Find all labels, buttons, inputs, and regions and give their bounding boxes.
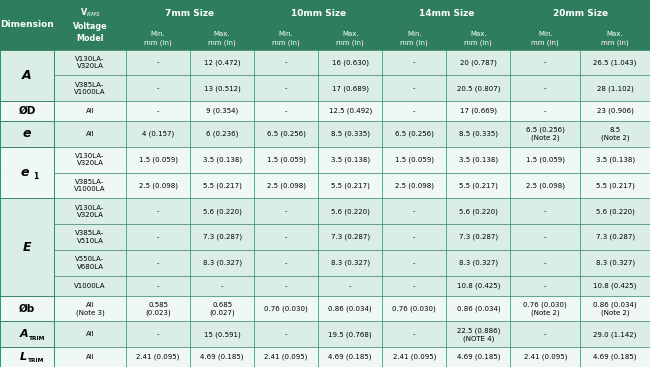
Text: L: L	[20, 352, 27, 362]
Text: -: -	[157, 85, 159, 91]
Bar	[580, 347, 650, 367]
Bar	[190, 250, 254, 276]
Text: 5.6 (0.220): 5.6 (0.220)	[331, 208, 370, 215]
Bar	[510, 121, 580, 147]
Text: -: -	[413, 234, 415, 240]
Bar	[0, 121, 54, 147]
Text: e: e	[23, 127, 31, 140]
Bar	[126, 0, 254, 28]
Bar	[382, 347, 447, 367]
Bar	[510, 28, 580, 50]
Bar	[382, 250, 447, 276]
Bar	[580, 295, 650, 321]
Bar	[0, 101, 54, 121]
Text: 16 (0.630): 16 (0.630)	[332, 59, 369, 66]
Bar	[254, 250, 318, 276]
Text: 6.5 (0.256): 6.5 (0.256)	[266, 131, 306, 137]
Text: 7.3 (0.287): 7.3 (0.287)	[595, 234, 634, 240]
Text: -: -	[544, 59, 547, 65]
Text: 8.3 (0.327): 8.3 (0.327)	[331, 260, 370, 266]
Text: -: -	[413, 59, 415, 65]
Text: 3.5 (0.138): 3.5 (0.138)	[203, 156, 242, 163]
Bar	[318, 321, 382, 347]
Text: 10mm Size: 10mm Size	[291, 9, 346, 18]
Text: V385LA-
V1000LA: V385LA- V1000LA	[74, 81, 106, 95]
Text: Min.
mm (in): Min. mm (in)	[532, 32, 559, 46]
Text: 20mm Size: 20mm Size	[552, 9, 608, 18]
Bar	[254, 0, 382, 28]
Text: V1000LA: V1000LA	[74, 283, 106, 289]
Bar	[0, 295, 54, 321]
Bar	[318, 347, 382, 367]
Text: 2.41 (0.095): 2.41 (0.095)	[524, 354, 567, 360]
Bar	[382, 199, 447, 224]
Text: 14mm Size: 14mm Size	[419, 9, 474, 18]
Bar	[190, 147, 254, 172]
Text: 4.69 (0.185): 4.69 (0.185)	[593, 354, 637, 360]
Bar	[382, 321, 447, 347]
Text: 7.3 (0.287): 7.3 (0.287)	[459, 234, 498, 240]
Text: 2.41 (0.095): 2.41 (0.095)	[393, 354, 436, 360]
Bar	[580, 321, 650, 347]
Text: All: All	[86, 131, 94, 137]
Text: 2.41 (0.095): 2.41 (0.095)	[136, 354, 179, 360]
Bar	[190, 321, 254, 347]
Bar	[54, 276, 126, 295]
Text: 3.5 (0.138): 3.5 (0.138)	[459, 156, 498, 163]
Bar	[254, 295, 318, 321]
Text: -: -	[285, 331, 287, 337]
Bar	[254, 199, 318, 224]
Bar	[318, 276, 382, 295]
Text: 8.3 (0.327): 8.3 (0.327)	[595, 260, 634, 266]
Bar	[126, 28, 190, 50]
Text: V385LA-
V510LA: V385LA- V510LA	[75, 230, 105, 244]
Text: 17 (0.669): 17 (0.669)	[460, 108, 497, 114]
Text: 0.76 (0.030)
(Note 2): 0.76 (0.030) (Note 2)	[523, 301, 567, 316]
Text: 20.5 (0.807): 20.5 (0.807)	[456, 85, 500, 91]
Bar	[54, 75, 126, 101]
Text: 8.5 (0.335): 8.5 (0.335)	[459, 131, 498, 137]
Bar	[0, 75, 54, 101]
Text: 5.5 (0.217): 5.5 (0.217)	[203, 182, 242, 189]
Text: 3.5 (0.138): 3.5 (0.138)	[595, 156, 634, 163]
Text: V130LA-
V320LA: V130LA- V320LA	[75, 204, 105, 218]
Text: -: -	[544, 234, 547, 240]
Bar	[318, 250, 382, 276]
Text: 22.5 (0.886)
(NOTE 4): 22.5 (0.886) (NOTE 4)	[457, 327, 500, 342]
Text: TRIM: TRIM	[28, 358, 44, 363]
Text: -: -	[544, 260, 547, 266]
Text: 0.86 (0.034)
(Note 2): 0.86 (0.034) (Note 2)	[593, 301, 637, 316]
Text: 5.6 (0.220): 5.6 (0.220)	[203, 208, 242, 215]
Bar	[254, 101, 318, 121]
Text: 1: 1	[33, 172, 39, 182]
Text: -: -	[285, 59, 287, 65]
Bar	[318, 75, 382, 101]
Text: 19.5 (0.768): 19.5 (0.768)	[328, 331, 372, 338]
Bar	[580, 147, 650, 172]
Bar	[510, 224, 580, 250]
Text: -: -	[544, 85, 547, 91]
Bar	[0, 172, 54, 199]
Bar	[126, 172, 190, 199]
Text: 1.5 (0.059): 1.5 (0.059)	[266, 156, 306, 163]
Bar	[0, 50, 54, 75]
Text: 0.86 (0.034): 0.86 (0.034)	[456, 305, 500, 312]
Text: -: -	[544, 108, 547, 114]
Bar	[254, 121, 318, 147]
Text: 12 (0.472): 12 (0.472)	[203, 59, 240, 66]
Bar	[126, 295, 190, 321]
Bar	[382, 101, 447, 121]
Bar	[318, 28, 382, 50]
Bar	[510, 75, 580, 101]
Bar	[447, 321, 510, 347]
Text: 17 (0.689): 17 (0.689)	[332, 85, 369, 91]
Bar	[0, 224, 54, 250]
Bar	[510, 172, 580, 199]
Bar	[0, 0, 54, 50]
Bar	[447, 75, 510, 101]
Bar	[447, 199, 510, 224]
Bar	[0, 295, 54, 321]
Bar	[318, 295, 382, 321]
Bar	[0, 101, 54, 121]
Text: Max.
mm (in): Max. mm (in)	[465, 32, 492, 46]
